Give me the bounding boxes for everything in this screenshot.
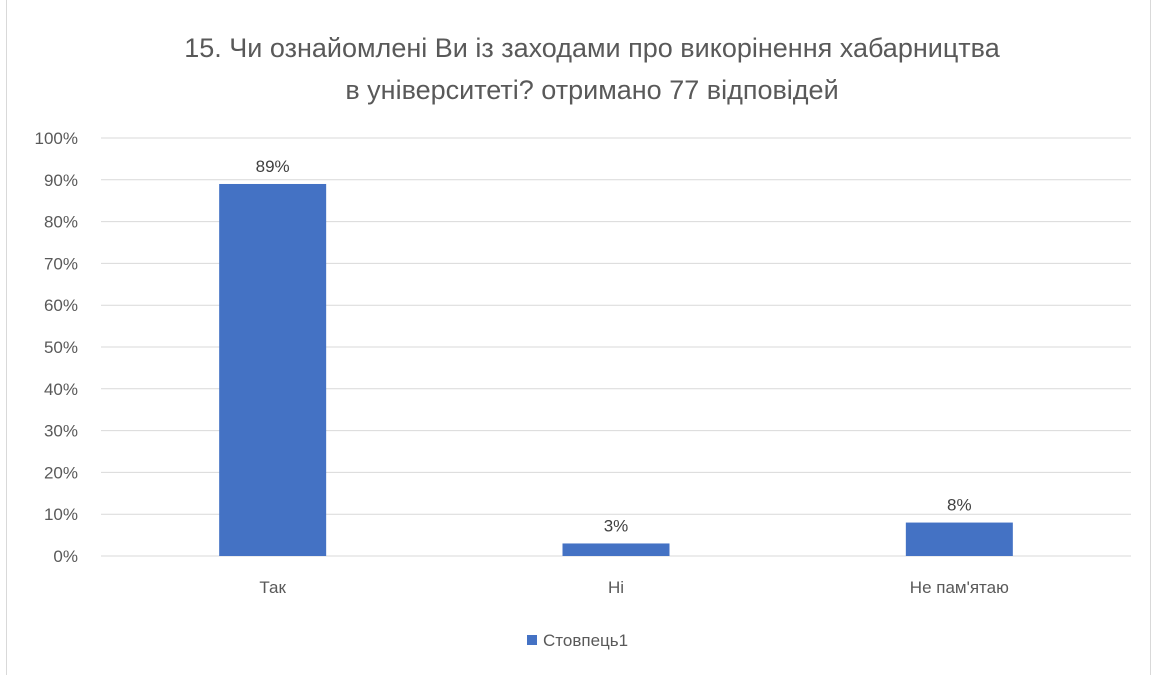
- data-label: 89%: [256, 157, 290, 176]
- y-tick-label: 10%: [44, 505, 78, 524]
- y-axis-tick-labels: 0% 10% 20% 30% 40% 50% 60% 70% 80% 90% 100%: [35, 129, 78, 566]
- legend: Стовпець1: [527, 631, 628, 650]
- y-tick-label: 50%: [44, 338, 78, 357]
- x-tick-label: Ні: [608, 578, 624, 597]
- bar: [219, 183, 327, 557]
- y-tick-label: 100%: [35, 129, 78, 148]
- legend-swatch: [527, 635, 537, 645]
- data-label: 8%: [947, 496, 972, 515]
- chart-frame: [6, 0, 1151, 675]
- bar: [562, 543, 670, 556]
- y-tick-label: 20%: [44, 463, 78, 482]
- data-label: 3%: [604, 516, 629, 535]
- legend-label: Стовпець1: [543, 631, 628, 650]
- y-tick-label: 90%: [44, 171, 78, 190]
- bars: [219, 183, 1013, 557]
- y-tick-label: 70%: [44, 254, 78, 273]
- chart-title: 15. Чи ознайомлені Ви із заходами про ви…: [184, 33, 1000, 105]
- y-tick-label: 0%: [53, 547, 78, 566]
- y-tick-label: 40%: [44, 380, 78, 399]
- data-labels: 89% 3% 8%: [256, 157, 972, 535]
- chart-title-line-2: в університеті? отримано 77 відповідей: [345, 75, 838, 105]
- x-tick-label: Так: [259, 578, 286, 597]
- y-tick-label: 80%: [44, 213, 78, 232]
- x-tick-label: Не пам'ятаю: [910, 578, 1009, 597]
- y-tick-label: 30%: [44, 422, 78, 441]
- bar: [905, 522, 1013, 556]
- chart-title-line-1: 15. Чи ознайомлені Ви із заходами про ви…: [184, 33, 1000, 63]
- x-axis-tick-labels: Так Ні Не пам'ятаю: [259, 578, 1009, 597]
- y-tick-label: 60%: [44, 296, 78, 315]
